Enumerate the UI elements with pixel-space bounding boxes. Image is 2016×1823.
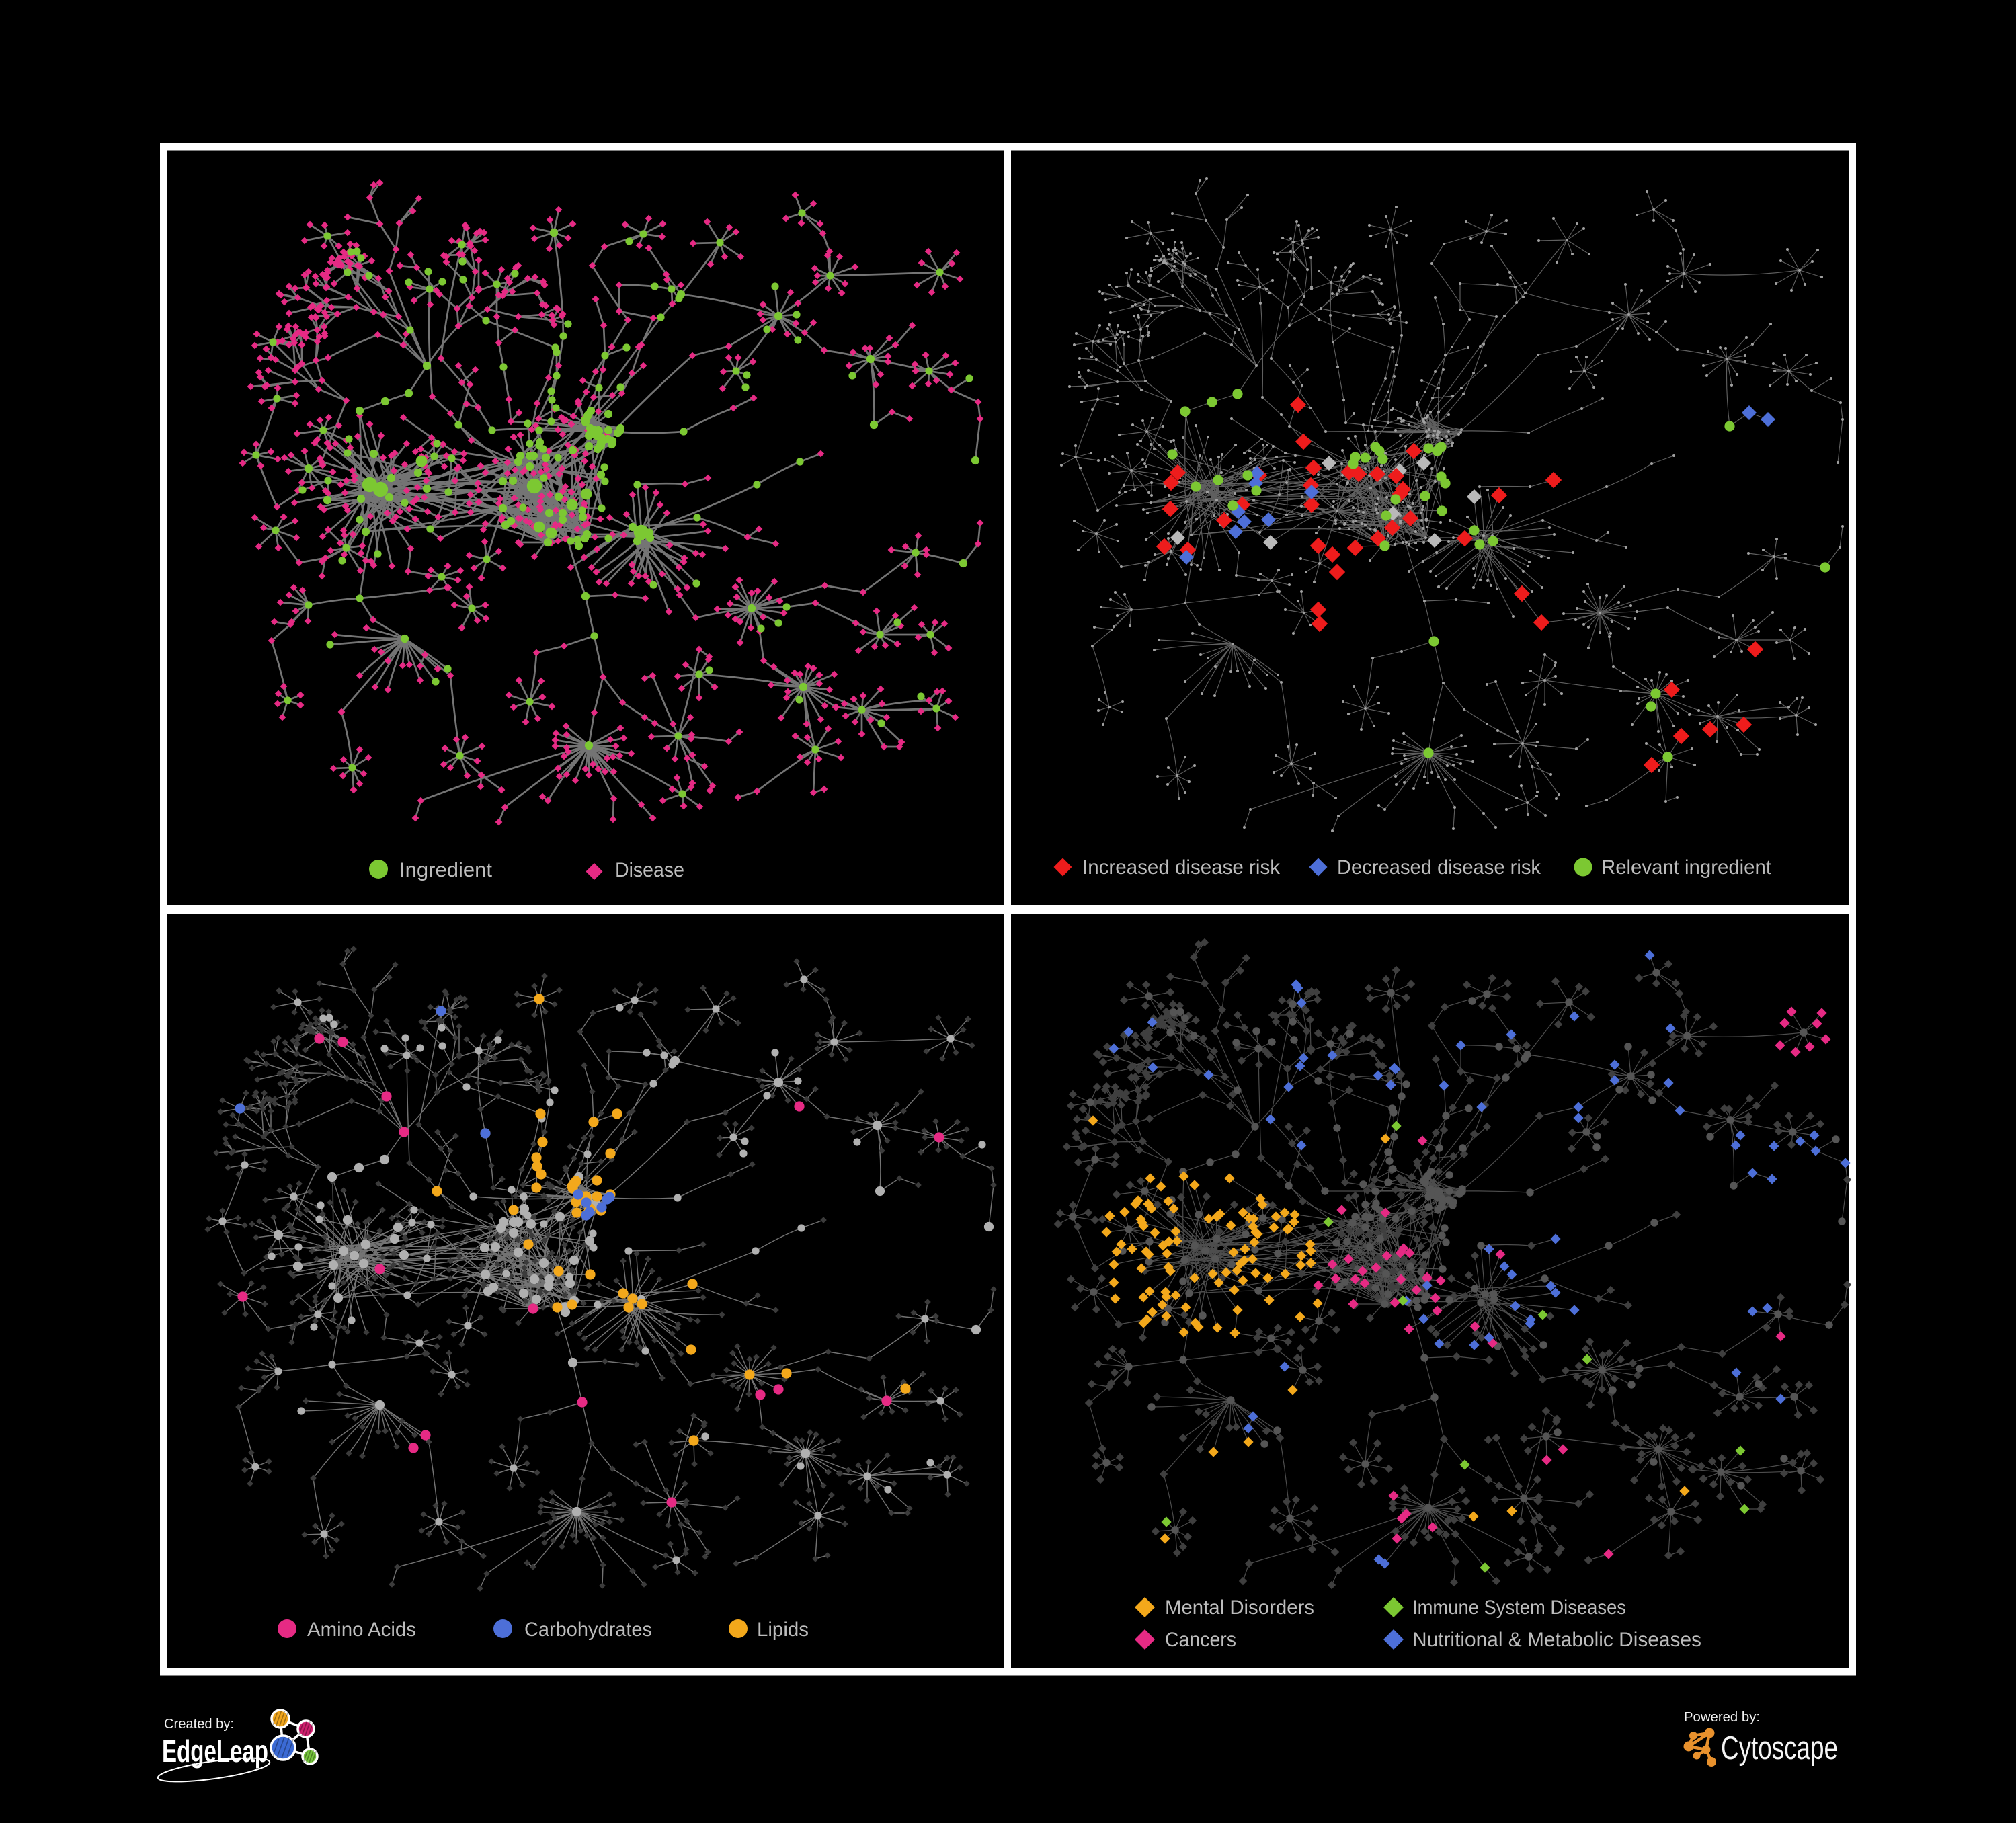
svg-text:Carbohydrates: Carbohydrates [524,1619,652,1641]
svg-text:Cytoscape: Cytoscape [1721,1730,1838,1767]
svg-text:Cancers: Cancers [1165,1629,1236,1651]
svg-text:Amino Acids: Amino Acids [307,1619,416,1641]
svg-text:Nutritional & Metabolic Diseas: Nutritional & Metabolic Diseases [1412,1629,1701,1651]
svg-text:Lipids: Lipids [757,1619,809,1641]
svg-text:EdgeLeap: EdgeLeap [162,1734,268,1769]
svg-text:Ingredient: Ingredient [399,859,493,881]
svg-text:Immune System Diseases: Immune System Diseases [1412,1596,1626,1619]
svg-text:Powered by:: Powered by: [1684,1710,1760,1725]
svg-text:Mental Disorders: Mental Disorders [1165,1596,1314,1619]
svg-text:Increased disease risk: Increased disease risk [1082,856,1281,879]
svg-text:Disease: Disease [615,859,684,881]
svg-text:Relevant ingredient: Relevant ingredient [1601,856,1772,879]
svg-text:Created by:: Created by: [164,1717,234,1732]
svg-text:Decreased disease risk: Decreased disease risk [1337,856,1541,879]
